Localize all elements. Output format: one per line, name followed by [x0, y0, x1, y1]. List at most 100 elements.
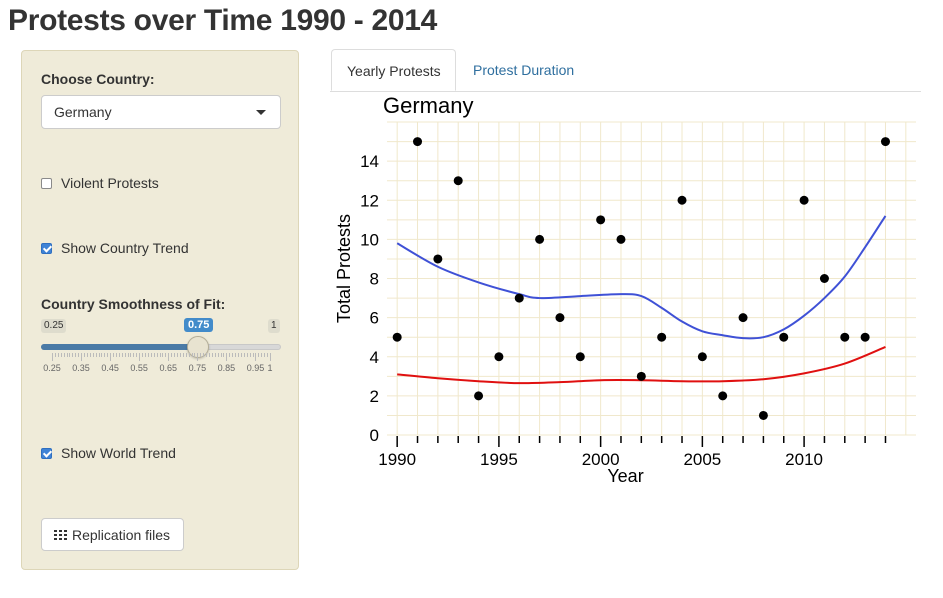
- smoothness-label: Country Smoothness of Fit:: [41, 296, 226, 312]
- y-tick-label: 14: [360, 152, 379, 171]
- slider-tick: [113, 353, 115, 357]
- slider-tick: [235, 353, 237, 357]
- slider-tick: [147, 353, 149, 357]
- slider-tick: [211, 353, 213, 357]
- slider-tick: [130, 353, 132, 357]
- y-tick-label: 12: [360, 191, 379, 210]
- slider-tick: [165, 353, 167, 357]
- data-point: [677, 195, 687, 205]
- slider-tick: [57, 353, 59, 357]
- slider-tick-label: 0.75: [188, 363, 207, 373]
- country-trend-label: Show Country Trend: [61, 240, 189, 256]
- slider-tick: [133, 353, 135, 357]
- slider-tick: [171, 353, 173, 357]
- x-tick-label: 2000: [582, 450, 620, 469]
- slider-tick: [95, 353, 97, 357]
- slider-tick: [52, 353, 53, 361]
- slider-tick: [208, 353, 210, 357]
- slider-tick-label: 0.45: [101, 363, 119, 373]
- slider-tick: [185, 353, 187, 357]
- data-point: [494, 352, 504, 362]
- slider-tick: [206, 353, 208, 357]
- checkbox-icon[interactable]: [41, 178, 52, 189]
- slider-tick: [203, 353, 205, 357]
- slider-tick: [83, 353, 85, 357]
- tab-yearly-protests[interactable]: Yearly Protests: [331, 49, 456, 91]
- chart: 1990 1995 2000 2005 2010 0 2 4 6 8 10 12 14 Year Total…: [334, 93, 916, 486]
- slider-tick: [243, 353, 245, 357]
- slider-tick: [63, 353, 65, 357]
- data-point: [413, 137, 423, 147]
- data-point: [657, 332, 667, 342]
- slider-min-label: 0.25: [41, 319, 67, 333]
- slider-tick: [264, 353, 266, 357]
- x-axis-title: Year: [607, 466, 643, 486]
- data-point: [474, 391, 484, 401]
- slider-tick: [78, 353, 80, 357]
- data-point: [697, 352, 707, 362]
- slider-tick: [197, 353, 199, 361]
- violent-protests-label: Violent Protests: [61, 175, 159, 191]
- grid-icon: [54, 530, 67, 540]
- slider-tick: [240, 353, 242, 357]
- replication-files-button[interactable]: Replication files: [41, 518, 184, 551]
- data-point: [880, 137, 890, 147]
- x-tick-label: 2010: [785, 450, 823, 469]
- slider-tick: [246, 353, 248, 357]
- slider-tick: [124, 353, 126, 357]
- slider-tick: [98, 353, 100, 357]
- data-point: [840, 332, 850, 342]
- slider-tick: [223, 353, 225, 357]
- slider-max-label: 1: [268, 319, 280, 333]
- slider-tick: [191, 353, 193, 357]
- data-point: [575, 352, 585, 362]
- x-tick-label: 1995: [480, 450, 518, 469]
- country-select[interactable]: Germany: [41, 95, 281, 129]
- x-tick-label: 1990: [378, 450, 416, 469]
- data-point: [718, 391, 728, 401]
- data-point: [636, 371, 646, 381]
- chart-title: Germany: [383, 93, 473, 118]
- data-point: [819, 274, 829, 283]
- slider-tick-label: 0.35: [72, 363, 90, 373]
- checkbox-checked-icon[interactable]: [41, 448, 52, 459]
- slider-tick: [142, 353, 144, 357]
- data-point: [860, 332, 870, 342]
- slider-tick: [115, 353, 117, 357]
- x-tick-label: 2005: [683, 450, 721, 469]
- data-point: [433, 254, 443, 264]
- slider-tick: [101, 353, 103, 357]
- slider-tick-label: 0.65: [159, 363, 178, 373]
- sidebar-panel: Choose Country: Germany Violent Protests…: [21, 50, 299, 570]
- slider-tick: [118, 353, 120, 357]
- tab-protest-duration[interactable]: Protest Duration: [473, 62, 575, 78]
- slider-tick: [66, 353, 68, 357]
- slider-tick: [232, 353, 234, 357]
- slider-tick: [86, 353, 88, 357]
- slider-tick: [156, 353, 158, 357]
- country-select-value: Germany: [54, 104, 112, 120]
- y-tick-label: 2: [370, 387, 379, 406]
- tab-bar: Yearly Protests Protest Duration: [330, 49, 921, 92]
- slider-tick: [92, 353, 94, 357]
- y-tick-label: 0: [370, 426, 379, 445]
- world-trend-label: Show World Trend: [61, 445, 176, 461]
- slider-tick: [162, 353, 164, 357]
- slider-tick-label: 1: [267, 363, 273, 373]
- slider-tick: [89, 353, 91, 357]
- data-point: [535, 234, 545, 244]
- slider-tick: [127, 353, 129, 357]
- data-point: [514, 293, 524, 303]
- data-point: [758, 410, 768, 420]
- y-tick-label: 8: [370, 270, 379, 289]
- slider-tick: [145, 353, 146, 357]
- country-label: Choose Country:: [41, 71, 155, 87]
- slider-tick: [179, 353, 181, 357]
- slider-tick-label: 0.55: [130, 363, 148, 373]
- slider-tick: [150, 353, 152, 357]
- data-point: [596, 215, 606, 225]
- checkbox-checked-icon[interactable]: [41, 243, 52, 254]
- slider-tick: [238, 353, 240, 357]
- slider-tick: [153, 353, 155, 357]
- data-point: [738, 313, 748, 323]
